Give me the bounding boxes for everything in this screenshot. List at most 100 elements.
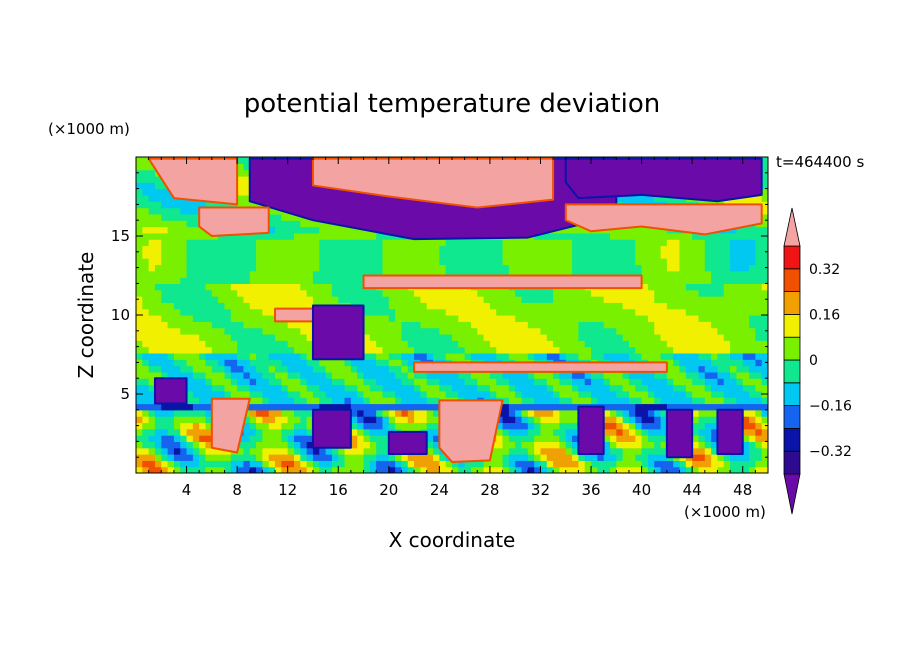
field-cell xyxy=(218,327,226,335)
field-cell xyxy=(294,232,301,240)
field-cell xyxy=(540,340,548,348)
field-cell xyxy=(350,226,358,234)
field-cell xyxy=(262,447,270,455)
field-cell xyxy=(211,460,219,468)
field-cell xyxy=(641,397,649,405)
field-cell xyxy=(186,283,194,291)
field-cell xyxy=(319,466,327,473)
field-cell xyxy=(211,340,219,348)
field-cell xyxy=(647,409,655,417)
field-cell xyxy=(388,232,396,240)
field-cell xyxy=(376,315,384,322)
field-cell xyxy=(319,226,327,234)
field-cell xyxy=(350,416,358,424)
field-cell xyxy=(483,340,491,348)
field-cell xyxy=(167,441,175,449)
field-cell xyxy=(578,321,586,329)
field-cell xyxy=(654,277,662,284)
field-cell xyxy=(647,422,655,430)
field-cell xyxy=(502,384,510,392)
field-cell xyxy=(755,346,763,354)
field-cell xyxy=(376,289,384,297)
field-cell xyxy=(641,289,649,297)
field-cell xyxy=(154,283,162,291)
field-cell xyxy=(452,460,459,468)
field-cell xyxy=(243,251,251,259)
field-cell xyxy=(597,390,605,398)
field-cell xyxy=(685,466,693,473)
field-cell xyxy=(294,327,301,335)
field-cell xyxy=(749,245,756,253)
field-cell xyxy=(148,207,156,215)
field-cell xyxy=(578,397,586,405)
field-cell xyxy=(647,270,655,278)
field-cell xyxy=(540,428,548,436)
field-cell xyxy=(591,239,598,247)
field-cell xyxy=(742,308,750,316)
field-cell xyxy=(136,315,143,322)
field-cell xyxy=(243,435,251,442)
field-cell xyxy=(477,289,485,297)
field-cell xyxy=(180,327,188,335)
field-cell xyxy=(357,258,365,266)
field-cell xyxy=(527,321,535,329)
field-cell xyxy=(452,258,459,266)
field-cell xyxy=(142,194,150,202)
field-cell xyxy=(142,321,150,329)
field-cell xyxy=(685,378,693,386)
field-cell xyxy=(167,245,175,253)
field-cell xyxy=(635,384,643,392)
field-cell xyxy=(180,270,188,278)
field-cell xyxy=(755,352,763,360)
field-cell xyxy=(711,416,719,424)
field-cell xyxy=(154,422,162,430)
field-cell xyxy=(357,397,365,405)
field-cell xyxy=(553,447,561,455)
field-cell xyxy=(749,428,756,436)
field-cell xyxy=(616,346,624,354)
field-cell xyxy=(312,460,320,468)
field-cell xyxy=(458,302,466,310)
field-cell xyxy=(300,270,308,278)
field-cell xyxy=(148,422,156,430)
field-cell xyxy=(502,321,510,329)
field-cell xyxy=(679,302,687,310)
field-cell xyxy=(761,308,768,316)
field-cell xyxy=(641,409,649,417)
field-cell xyxy=(673,384,681,392)
field-cell xyxy=(666,346,674,354)
field-cell xyxy=(369,327,377,335)
field-cell xyxy=(249,403,257,411)
field-cell xyxy=(584,352,592,360)
field-cell xyxy=(256,239,263,247)
field-cell xyxy=(628,397,636,405)
field-cell xyxy=(572,454,579,461)
field-cell xyxy=(521,416,529,424)
field-cell xyxy=(755,321,763,329)
field-cell xyxy=(685,277,693,284)
field-cell xyxy=(199,403,207,411)
field-cell xyxy=(331,264,339,272)
field-cell xyxy=(660,447,668,455)
field-cell xyxy=(483,302,491,310)
field-cell xyxy=(553,346,561,354)
field-cell xyxy=(205,315,213,322)
field-cell xyxy=(180,416,188,424)
field-cell xyxy=(369,397,377,405)
field-cell xyxy=(230,251,238,259)
field-cell xyxy=(414,315,421,322)
field-cell xyxy=(199,270,207,278)
field-cell xyxy=(173,352,181,360)
field-cell xyxy=(666,327,674,335)
field-cell xyxy=(287,277,295,284)
field-cell xyxy=(730,239,737,247)
field-cell xyxy=(357,296,365,303)
field-cell xyxy=(154,340,162,348)
field-cell xyxy=(306,239,314,247)
field-cell xyxy=(616,441,624,449)
field-cell xyxy=(565,226,573,234)
field-cell xyxy=(325,365,333,373)
field-cell xyxy=(205,441,213,449)
field-cell xyxy=(275,245,282,253)
field-cell xyxy=(723,239,731,247)
